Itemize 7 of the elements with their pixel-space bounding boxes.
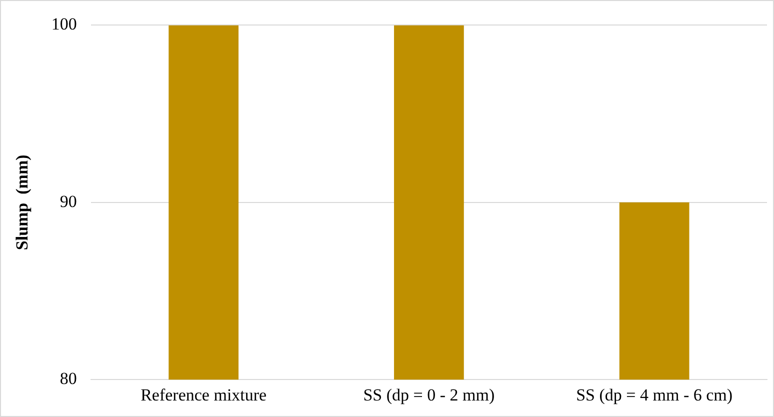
y-tick-label: 100 [51,14,77,34]
y-tick-label: 80 [60,369,77,388]
x-tick-label: SS (dp = 4 mm - 6 cm) [576,385,733,404]
x-tick-label: Reference mixture [140,385,267,404]
y-axis-title: Slump (mm) [12,154,32,250]
y-tick-label: 90 [60,192,77,211]
x-tick-label: SS (dp = 0 - 2 mm) [363,385,495,404]
